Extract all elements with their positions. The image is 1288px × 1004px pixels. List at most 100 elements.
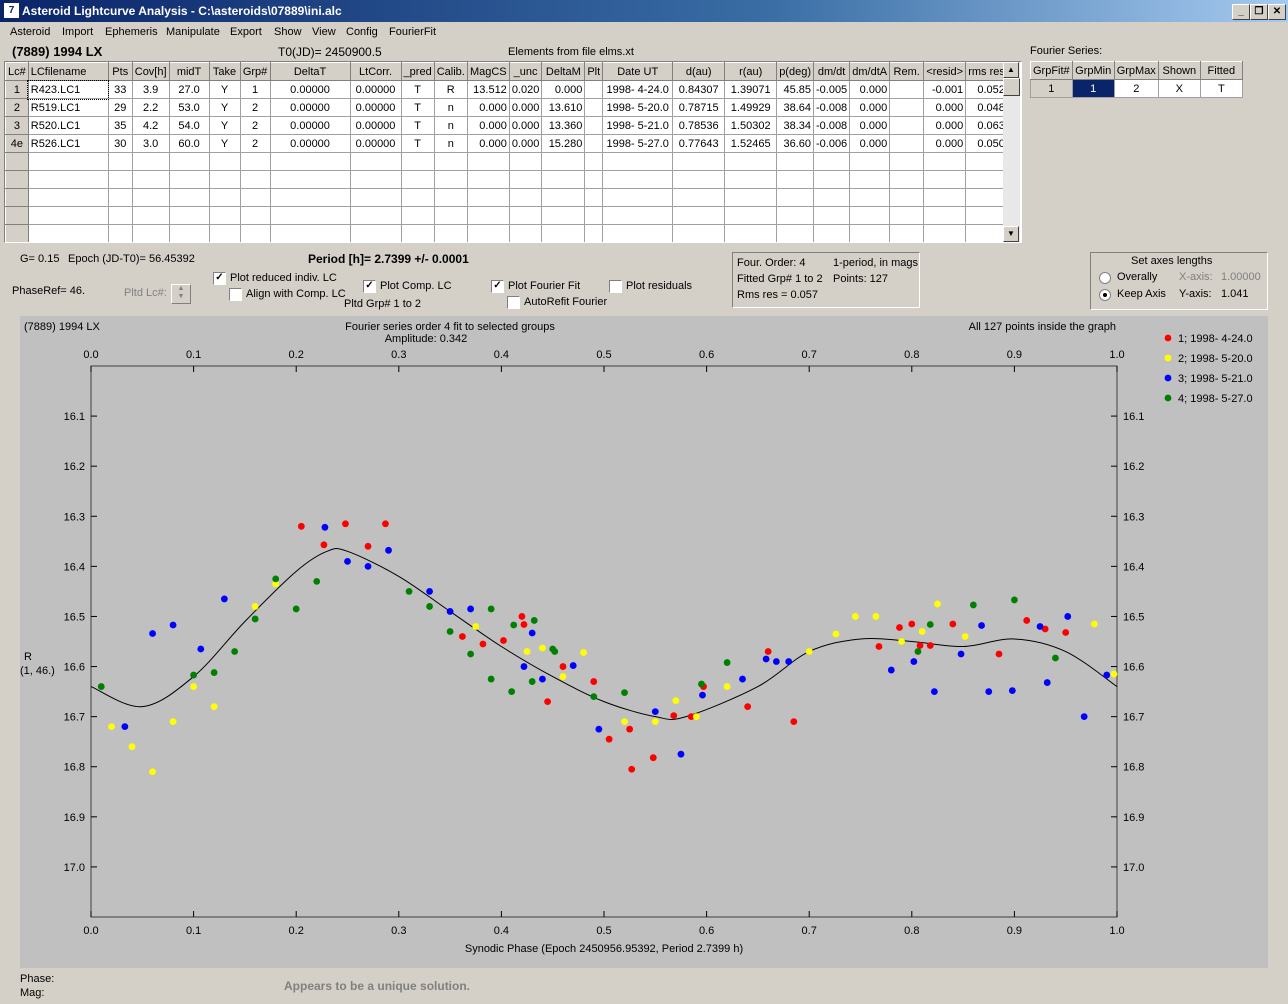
lightcurve-plot-area[interactable]: (7889) 1994 LX Fourier series order 4 fit…	[20, 316, 1268, 968]
lc-cell[interactable]	[776, 206, 814, 225]
lc-col-header[interactable]: Take	[208, 62, 241, 81]
fs-cell-grpmax[interactable]: 2	[1113, 79, 1159, 98]
lc-cell[interactable]: 33	[107, 80, 133, 99]
lc-cell[interactable]	[776, 152, 814, 171]
lc-cell[interactable]	[349, 188, 402, 207]
lc-cell[interactable]	[776, 188, 814, 207]
fs-cell-fitted[interactable]: T	[1199, 79, 1243, 98]
lc-cell[interactable]	[27, 206, 109, 225]
lc-cell[interactable]	[585, 243, 603, 244]
lc-cell[interactable]: 35	[107, 116, 133, 135]
menu-show[interactable]: Show	[274, 26, 302, 38]
fs-cell-grpmin[interactable]: 1	[1071, 79, 1115, 98]
lc-cell[interactable]: -0.008	[812, 98, 851, 117]
lc-cell[interactable]: n	[433, 134, 468, 153]
lc-cell[interactable]: 53.0	[168, 98, 210, 117]
lc-table-row[interactable]	[6, 243, 1008, 244]
lc-cell[interactable]: 13.512	[466, 80, 510, 99]
lc-cell[interactable]: T	[400, 98, 435, 117]
lc-cell[interactable]	[27, 188, 109, 207]
lc-cell[interactable]: 0.78715	[672, 98, 726, 117]
lc-cell[interactable]	[107, 170, 133, 189]
lc-col-header[interactable]: LCfilename	[27, 62, 109, 81]
lc-cell[interactable]: 1998- 4-24.0	[602, 80, 674, 99]
lc-cell[interactable]: 0.000	[508, 134, 543, 153]
lc-cell[interactable]: R519.LC1	[27, 98, 109, 117]
lc-cell[interactable]	[776, 170, 814, 189]
lc-cell[interactable]: 2	[239, 116, 271, 135]
lc-cell[interactable]	[239, 206, 271, 225]
lc-cell[interactable]: -0.006	[812, 134, 851, 153]
lc-row-header[interactable]	[5, 170, 29, 189]
lc-cell[interactable]	[724, 206, 778, 225]
lc-col-header[interactable]: _unc	[508, 62, 543, 81]
lc-cell[interactable]	[849, 152, 891, 171]
lc-cell[interactable]	[923, 188, 967, 207]
lc-cell[interactable]: 36.60	[776, 134, 814, 153]
lc-cell[interactable]	[724, 188, 778, 207]
lc-row-header[interactable]: 1	[5, 80, 29, 99]
menu-asteroid[interactable]: Asteroid	[10, 26, 51, 38]
lc-cell[interactable]: 0.00000	[349, 116, 402, 135]
lc-cell[interactable]	[433, 170, 468, 189]
lc-cell[interactable]	[889, 98, 925, 117]
lc-cell[interactable]: 0.000	[849, 134, 891, 153]
lc-cell[interactable]	[27, 224, 109, 242]
lc-cell[interactable]	[584, 98, 604, 117]
lc-cell[interactable]	[433, 188, 468, 207]
lc-cell[interactable]	[584, 134, 604, 153]
xaxis-value[interactable]: 1.00000	[1221, 271, 1261, 283]
lc-cell[interactable]	[208, 224, 241, 242]
lc-cell[interactable]	[131, 206, 170, 225]
lc-cell[interactable]	[541, 152, 586, 171]
menu-manipulate[interactable]: Manipulate	[166, 26, 220, 38]
lc-cell[interactable]	[672, 224, 726, 242]
lc-cell[interactable]	[131, 152, 170, 171]
menu-config[interactable]: Config	[346, 26, 378, 38]
fs-cell-grpfit[interactable]: 1	[1030, 79, 1073, 98]
lc-cell[interactable]: T	[400, 134, 435, 153]
lc-cell[interactable]	[602, 206, 674, 225]
close-button[interactable]: ✕	[1268, 4, 1286, 20]
lc-row-header[interactable]	[5, 188, 29, 207]
lc-cell[interactable]	[965, 188, 1008, 207]
lc-cell[interactable]: 0.000	[466, 134, 510, 153]
lc-cell[interactable]	[132, 243, 169, 244]
lc-cell[interactable]: 1998- 5-27.0	[602, 134, 674, 153]
lc-cell[interactable]	[584, 116, 604, 135]
lc-cell[interactable]	[849, 206, 891, 225]
lc-col-header[interactable]: midT	[168, 62, 210, 81]
menu-view[interactable]: View	[312, 26, 336, 38]
lc-col-header[interactable]: Date UT	[602, 62, 674, 81]
lc-cell[interactable]	[725, 243, 777, 244]
lc-cell[interactable]: R526.LC1	[27, 134, 109, 153]
lc-col-header[interactable]: Plt	[584, 62, 604, 81]
lc-cell[interactable]: 1.49929	[724, 98, 778, 117]
lc-cell[interactable]: -0.008	[812, 116, 851, 135]
lc-table-row[interactable]	[5, 206, 1008, 225]
lc-cell[interactable]	[400, 224, 435, 242]
lc-cell[interactable]: 1.50302	[724, 116, 778, 135]
lc-row-header[interactable]	[5, 224, 29, 242]
lc-cell[interactable]: 0.063	[965, 116, 1008, 135]
lc-cell[interactable]	[466, 170, 510, 189]
lc-cell[interactable]: 2	[239, 98, 271, 117]
lc-cell[interactable]	[208, 188, 241, 207]
lc-cell[interactable]	[965, 224, 1008, 242]
lc-cell[interactable]: 45.85	[776, 80, 814, 99]
lc-cell[interactable]	[168, 224, 210, 242]
lc-cell[interactable]	[466, 224, 510, 242]
lc-cell[interactable]	[584, 170, 604, 189]
lc-col-header[interactable]: Pts	[107, 62, 133, 81]
lc-cell[interactable]	[923, 224, 967, 242]
lc-cell[interactable]	[965, 170, 1008, 189]
lc-cell[interactable]	[602, 224, 674, 242]
lc-cell[interactable]	[508, 152, 543, 171]
overally-radio[interactable]	[1099, 272, 1111, 284]
lc-cell[interactable]: 29	[107, 98, 133, 117]
lc-cell[interactable]	[27, 152, 109, 171]
lc-col-header[interactable]: dm/dt	[812, 62, 851, 81]
lc-cell[interactable]	[889, 188, 925, 207]
lc-cell[interactable]	[508, 170, 543, 189]
lc-cell[interactable]	[239, 152, 271, 171]
